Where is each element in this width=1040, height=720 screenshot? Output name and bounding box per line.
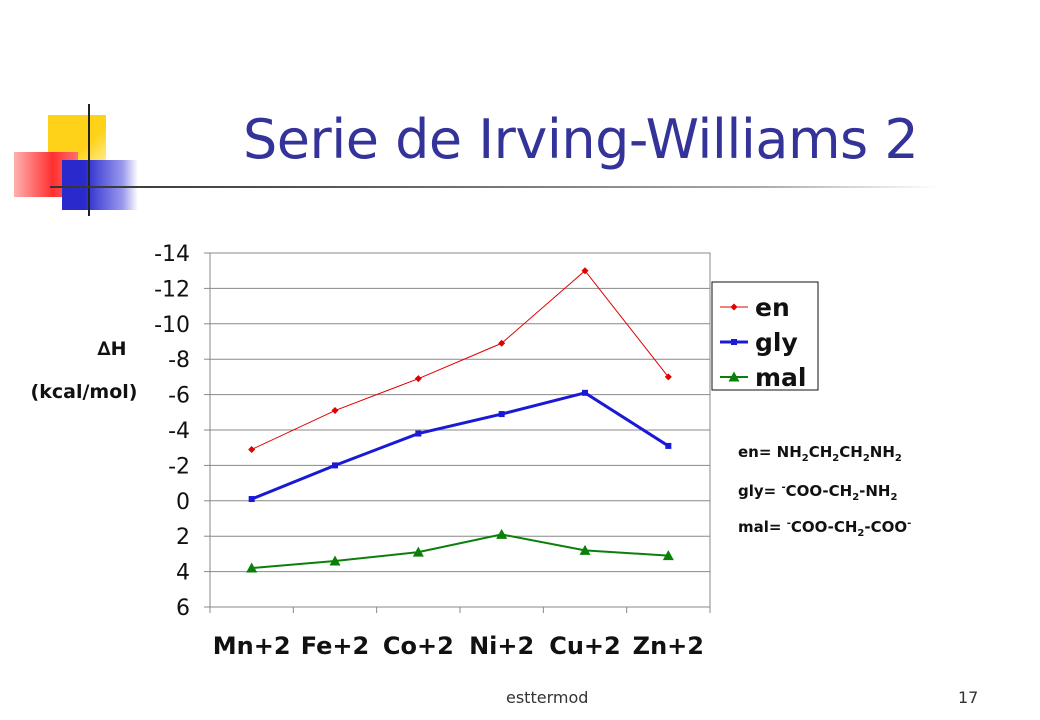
data-point-en: [331, 407, 339, 415]
x-tick-label: Cu+2: [549, 632, 621, 660]
y-tick-label: -12: [154, 277, 190, 302]
subscript: 2: [852, 492, 860, 503]
data-point-en: [248, 445, 256, 453]
data-point-mal: [246, 562, 258, 573]
data-point-en: [414, 375, 422, 383]
title-underline: [50, 186, 940, 188]
formula-part: COO-CH: [790, 518, 858, 536]
chart-gridlines: [204, 252, 711, 613]
x-tick-label: Zn+2: [633, 632, 704, 660]
formula-label: mal=: [738, 518, 787, 536]
legend-item-en: en: [720, 293, 790, 322]
subscript: 2: [801, 453, 809, 464]
charge-sign: -: [786, 518, 791, 529]
formula-part: CH: [839, 443, 863, 461]
data-point-gly: [248, 496, 255, 503]
data-point-en: [664, 373, 672, 381]
subscript: 2: [890, 492, 898, 503]
formula-mal: mal= -COO-CH2-COO-: [738, 518, 911, 539]
data-point-mal: [662, 550, 674, 561]
data-point-en: [581, 267, 589, 275]
y-tick-label: 2: [176, 525, 190, 550]
formula-part: NH: [776, 443, 802, 461]
slide-title: Serie de Irving-Williams 2: [243, 108, 919, 171]
subscript: 2: [894, 453, 902, 464]
plot-area: [209, 252, 711, 608]
y-tick-label: -10: [154, 313, 190, 338]
x-tick-label: Co+2: [383, 632, 454, 660]
series-line-en: [251, 269, 669, 450]
formula-part: -NH: [859, 482, 891, 500]
formula-gly: gly= -COO-CH2-NH2: [738, 482, 897, 503]
decor-vertical-line: [88, 104, 90, 216]
y-tick-label: -14: [154, 242, 190, 267]
y-tick-label: -8: [168, 348, 190, 373]
y-tick-label: -2: [168, 454, 190, 479]
legend-box: [711, 281, 819, 391]
formula-part: CH: [808, 443, 833, 461]
formula-en: en= NH2CH2CH2NH2: [738, 443, 902, 464]
legend-item-gly: gly: [720, 328, 798, 357]
subscript: 2: [862, 453, 870, 464]
chart-legend: en gly mal: [711, 281, 819, 392]
formula-part: COO-CH: [785, 482, 853, 500]
page-number: 17: [958, 688, 979, 707]
y-axis-unit: (kcal/mol): [30, 381, 138, 403]
data-point-gly: [498, 411, 505, 418]
y-tick-label: 0: [176, 490, 190, 515]
series-mal: [246, 528, 674, 573]
chart-series: [246, 267, 674, 573]
legend-marker: [731, 339, 737, 345]
formula-part: NH: [869, 443, 895, 461]
legend-marker: [730, 303, 738, 311]
data-point-gly: [332, 462, 338, 469]
y-axis-symbol: ∆H: [97, 338, 127, 360]
data-point-gly: [415, 430, 422, 437]
y-tick-label: -6: [168, 384, 190, 409]
subscript: 2: [832, 453, 840, 464]
x-tick-label: Mn+2: [213, 632, 291, 660]
data-point-mal: [412, 546, 424, 557]
charge-sign: -: [907, 518, 912, 529]
charge-sign: -: [781, 482, 786, 493]
x-tick-label: Ni+2: [469, 632, 534, 660]
formula-part: -COO: [864, 518, 908, 536]
footer-author: esttermod: [506, 688, 589, 707]
data-point-gly: [582, 389, 588, 396]
data-point-mal: [496, 528, 508, 539]
data-point-en: [498, 339, 506, 347]
legend-label: mal: [755, 363, 807, 392]
formula-label: gly=: [738, 482, 782, 500]
series-en: [248, 267, 672, 453]
y-tick-label: -4: [168, 419, 190, 444]
series-line-mal: [251, 533, 669, 570]
decor-blue-square: [62, 160, 138, 210]
legend-item-mal: mal: [720, 363, 807, 392]
y-tick-label: 6: [176, 596, 190, 621]
y-tick-labels: -14 -12 -10 -8 -6 -4 -2 0 2 4 6: [154, 242, 190, 621]
subscript: 2: [857, 528, 865, 539]
data-point-gly: [665, 442, 672, 449]
data-point-mal: [329, 555, 341, 566]
legend-marker: [728, 371, 740, 382]
legend-label: gly: [755, 328, 798, 357]
series-gly: [248, 389, 672, 503]
y-tick-label: 4: [176, 561, 190, 586]
series-line-gly: [251, 391, 670, 501]
x-tick-label: Fe+2: [301, 632, 370, 660]
data-point-mal: [579, 544, 591, 555]
x-tick-labels: Mn+2 Fe+2 Co+2 Ni+2 Cu+2 Zn+2: [213, 632, 704, 660]
legend-label: en: [755, 293, 790, 322]
formula-label: en=: [738, 443, 777, 461]
